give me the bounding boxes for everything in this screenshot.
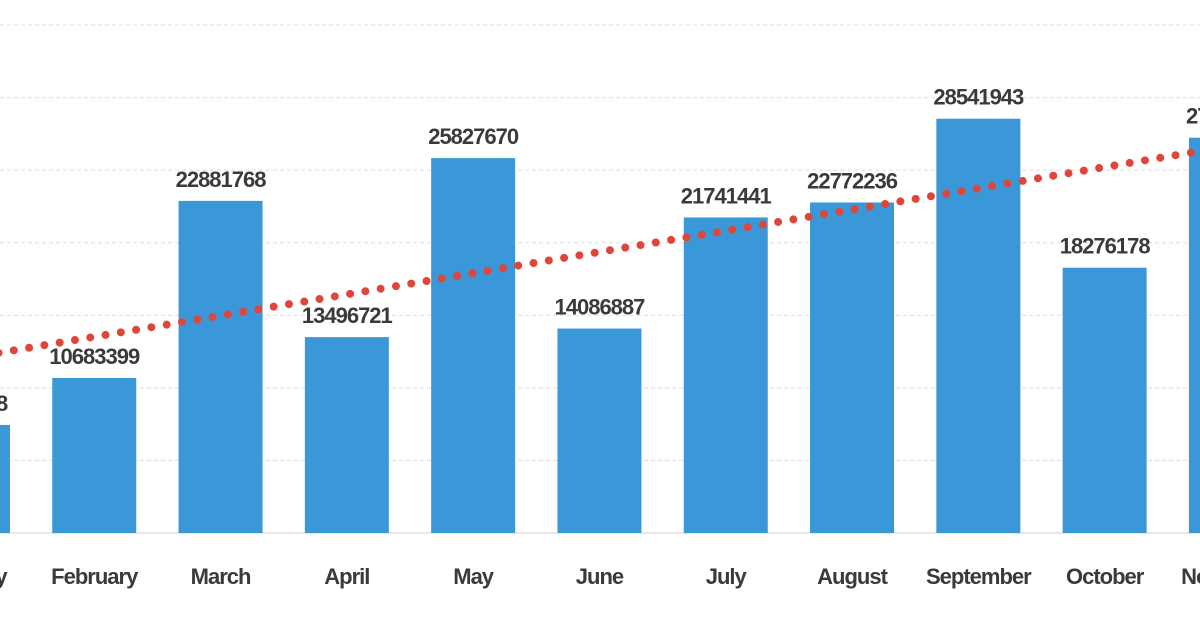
x-tick-label: June xyxy=(576,564,624,589)
bar xyxy=(304,337,389,533)
x-tick-label: May xyxy=(453,564,495,589)
value-label: 13496721 xyxy=(302,303,393,328)
bar xyxy=(1062,267,1147,533)
x-tick-label: August xyxy=(817,564,888,589)
x-tick-label: July xyxy=(706,564,748,589)
x-tick-label: October xyxy=(1066,564,1145,589)
value-label: 22772236 xyxy=(807,168,898,193)
x-tick-label: September xyxy=(926,564,1032,589)
x-tick-label: November xyxy=(1181,564,1200,589)
value-label: 22881768 xyxy=(176,167,267,192)
bar xyxy=(431,158,516,533)
value-label: 25827670 xyxy=(428,124,519,149)
x-tick-label: April xyxy=(324,564,369,589)
bar xyxy=(0,424,10,533)
value-label: 27232000 xyxy=(1186,104,1200,129)
value-label: 10683399 xyxy=(49,344,140,369)
value-label: 7446128 xyxy=(0,391,8,416)
x-tick-label: February xyxy=(51,564,139,589)
value-label: 18276178 xyxy=(1060,234,1151,259)
trendline xyxy=(0,147,1200,357)
bar xyxy=(557,328,642,533)
bar xyxy=(683,217,768,533)
bar xyxy=(52,377,137,533)
x-tick-label: January xyxy=(0,564,8,589)
value-label: 21741441 xyxy=(681,183,772,208)
bar xyxy=(810,202,895,533)
value-label: 28541943 xyxy=(933,85,1024,110)
bar xyxy=(178,200,263,533)
value-label: 14086887 xyxy=(555,295,646,320)
bar xyxy=(1188,137,1200,533)
x-tick-label: March xyxy=(191,564,251,589)
